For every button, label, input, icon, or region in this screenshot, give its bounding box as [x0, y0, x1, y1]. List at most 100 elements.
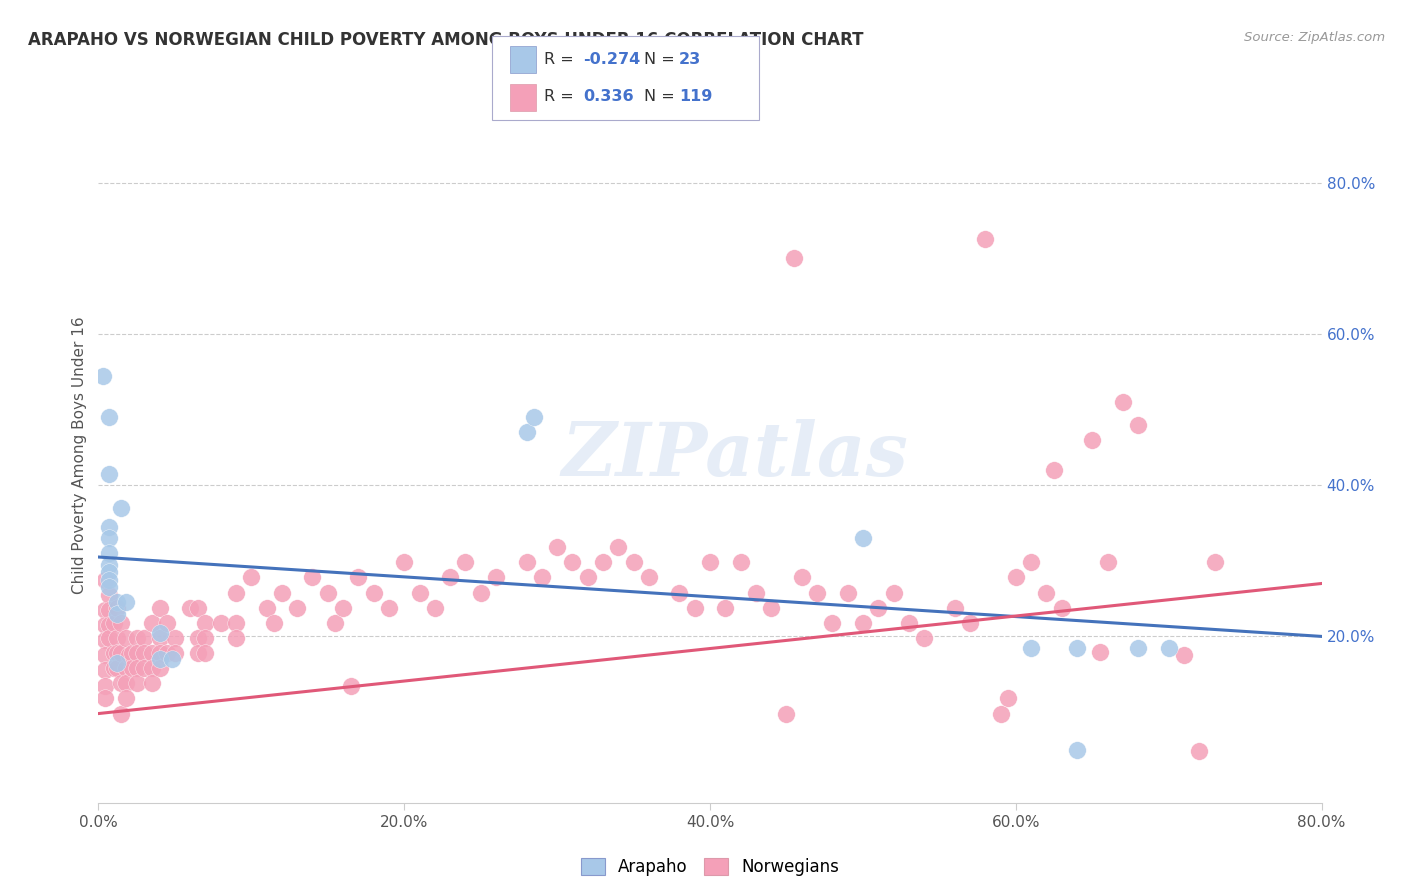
Point [485, 570, 508, 584]
Point [714, 600, 737, 615]
Point [149, 652, 172, 666]
Point [240, 570, 263, 584]
Point [105, 646, 128, 660]
Point [301, 570, 323, 584]
Point [974, 232, 997, 246]
Point [110, 706, 132, 721]
Point [209, 615, 232, 630]
Point [187, 600, 209, 615]
Point [110, 500, 132, 515]
Point [821, 615, 844, 630]
Point [1112, 395, 1135, 409]
Point [98, 588, 121, 602]
Point [93, 603, 115, 617]
Point [775, 706, 797, 721]
Point [105, 600, 128, 615]
Point [141, 661, 163, 675]
Point [1097, 555, 1119, 569]
Point [93, 664, 115, 678]
Text: Source: ZipAtlas.com: Source: ZipAtlas.com [1244, 31, 1385, 45]
Point [149, 600, 172, 615]
Y-axis label: Child Poverty Among Boys Under 16: Child Poverty Among Boys Under 16 [72, 316, 87, 594]
Point [1088, 644, 1111, 658]
Point [516, 425, 538, 440]
Point [883, 585, 905, 599]
Point [439, 570, 461, 584]
Point [546, 540, 568, 554]
Point [105, 656, 128, 670]
Point [1128, 640, 1150, 655]
Point [576, 570, 599, 584]
Point [745, 585, 768, 599]
Point [179, 600, 201, 615]
Point [408, 585, 430, 599]
Point [98, 631, 121, 645]
Point [454, 555, 477, 569]
Point [98, 467, 121, 481]
Point [125, 676, 148, 690]
Point [125, 646, 148, 660]
Point [156, 615, 179, 630]
Point [141, 615, 163, 630]
Point [759, 600, 782, 615]
Point [110, 646, 132, 660]
Point [149, 646, 172, 660]
Point [98, 531, 121, 545]
Point [530, 570, 553, 584]
Text: 119: 119 [679, 89, 713, 103]
Point [959, 615, 981, 630]
Point [1019, 555, 1042, 569]
Point [149, 625, 172, 640]
Point [806, 585, 828, 599]
Point [187, 646, 209, 660]
Point [339, 679, 361, 693]
Point [163, 646, 186, 660]
Point [316, 585, 339, 599]
Text: R =: R = [544, 89, 579, 103]
Point [194, 646, 217, 660]
Point [149, 631, 172, 645]
Point [98, 410, 121, 425]
Point [1066, 640, 1088, 655]
Point [912, 631, 935, 645]
Point [607, 540, 630, 554]
Point [149, 661, 172, 675]
Point [141, 646, 163, 660]
Legend: Arapaho, Norwegians: Arapaho, Norwegians [575, 851, 845, 883]
Point [105, 607, 128, 621]
Point [1035, 585, 1057, 599]
Point [378, 600, 401, 615]
Point [194, 615, 217, 630]
Point [110, 615, 132, 630]
Point [325, 615, 347, 630]
Point [93, 573, 115, 587]
Point [256, 600, 278, 615]
Point [332, 600, 354, 615]
Text: N =: N = [644, 89, 681, 103]
Point [392, 555, 416, 569]
Point [1128, 417, 1150, 432]
Point [187, 631, 209, 645]
Point [91, 368, 114, 383]
Point [1050, 600, 1073, 615]
Point [93, 679, 115, 693]
Point [121, 646, 143, 660]
Point [1204, 555, 1226, 569]
Point [98, 603, 121, 617]
Point [115, 661, 138, 675]
Point [668, 585, 690, 599]
Point [868, 600, 890, 615]
Point [115, 676, 138, 690]
Point [263, 615, 285, 630]
Point [115, 691, 138, 706]
Text: -0.274: -0.274 [583, 53, 641, 67]
Point [105, 631, 128, 645]
Point [134, 631, 156, 645]
Point [98, 520, 121, 534]
Text: 23: 23 [679, 53, 702, 67]
Point [1081, 433, 1104, 447]
Point [699, 555, 721, 569]
Point [98, 573, 121, 587]
Point [470, 585, 492, 599]
Point [347, 570, 370, 584]
